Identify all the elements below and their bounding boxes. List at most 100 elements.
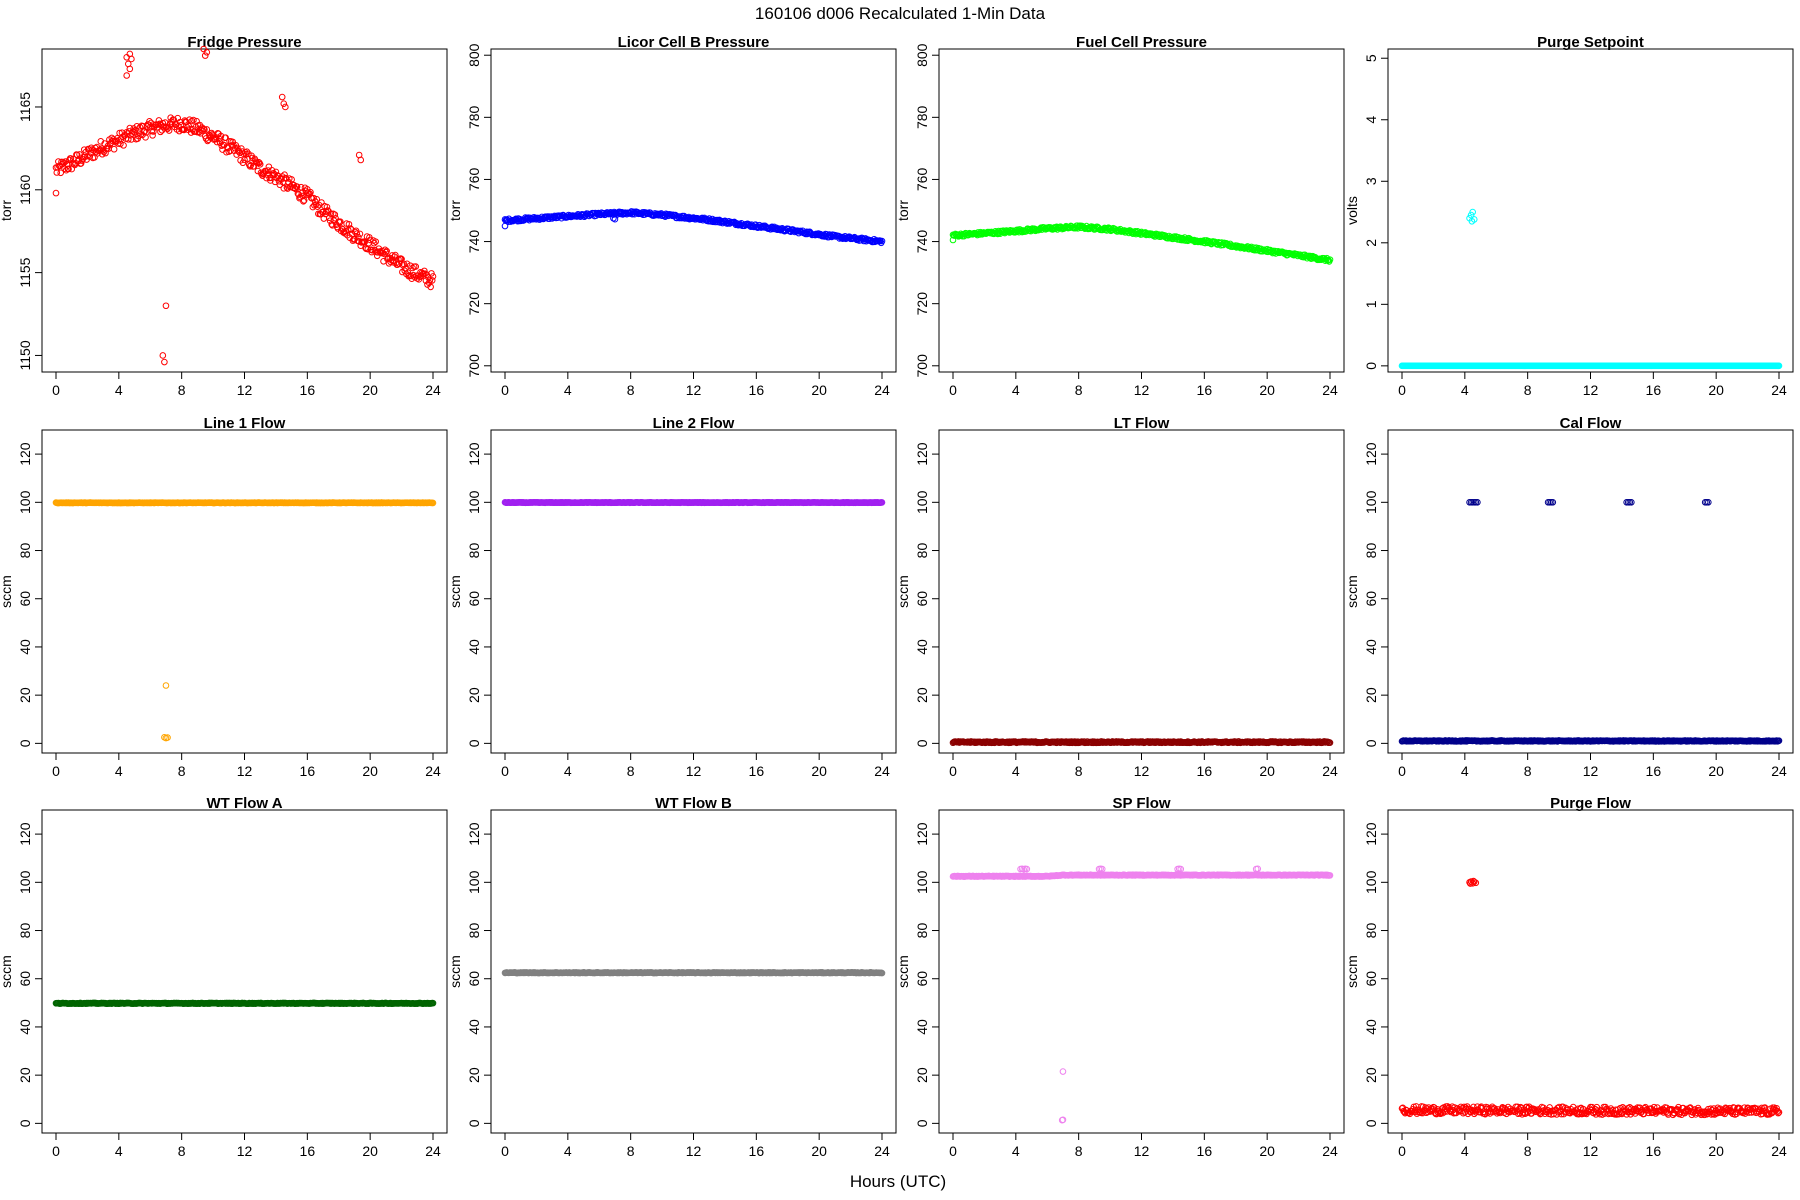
x-tick-label: 4 bbox=[1461, 763, 1469, 779]
x-tick-label: 8 bbox=[627, 1143, 635, 1159]
data-point bbox=[265, 163, 273, 171]
data-point bbox=[149, 132, 156, 139]
data-point bbox=[1099, 226, 1107, 234]
y-axis-label: sccm bbox=[895, 575, 911, 608]
data-point-outlier bbox=[203, 49, 211, 56]
series-points bbox=[1398, 208, 1783, 370]
y-tick-label: 5 bbox=[1363, 54, 1379, 62]
x-tick-label: 4 bbox=[115, 763, 123, 779]
data-point bbox=[429, 273, 437, 280]
series-points bbox=[52, 999, 437, 1007]
y-tick-label: 120 bbox=[17, 822, 33, 846]
data-point-outlier bbox=[162, 302, 170, 310]
x-tick-label: 12 bbox=[686, 763, 702, 779]
y-tick-label: 120 bbox=[466, 822, 482, 846]
x-tick-label: 12 bbox=[237, 382, 253, 398]
x-tick-label: 20 bbox=[811, 382, 827, 398]
data-point-outlier bbox=[123, 72, 130, 79]
x-tick-label: 0 bbox=[52, 1143, 60, 1159]
y-tick-label: 0 bbox=[1363, 739, 1379, 747]
data-point-outlier bbox=[278, 93, 286, 101]
x-tick-label: 24 bbox=[874, 763, 890, 779]
data-point-outlier bbox=[201, 52, 209, 59]
x-tick-label: 8 bbox=[1075, 382, 1083, 398]
data-point bbox=[345, 220, 353, 228]
y-tick-label: 100 bbox=[914, 490, 930, 514]
data-point bbox=[238, 145, 245, 152]
data-point bbox=[327, 210, 335, 218]
data-point bbox=[157, 128, 164, 136]
x-tick-label: 16 bbox=[749, 763, 765, 779]
data-point bbox=[271, 178, 279, 186]
data-point bbox=[353, 230, 361, 238]
series-points bbox=[52, 45, 437, 366]
data-point bbox=[400, 260, 408, 268]
data-point-outlier bbox=[357, 156, 365, 164]
data-point bbox=[150, 128, 157, 135]
x-tick-label: 24 bbox=[425, 763, 441, 779]
data-point-outlier bbox=[610, 214, 617, 222]
y-axis-label: torr bbox=[0, 200, 14, 221]
y-axis-label: volts bbox=[1344, 196, 1360, 225]
x-tick-label: 20 bbox=[362, 1143, 378, 1159]
data-point-outlier bbox=[126, 50, 134, 58]
x-tick-label: 12 bbox=[1134, 763, 1150, 779]
data-point-outlier bbox=[282, 103, 289, 111]
y-tick-label: 0 bbox=[914, 739, 930, 747]
data-point bbox=[203, 126, 211, 133]
y-tick-label: 100 bbox=[17, 490, 33, 514]
y-tick-label: 0 bbox=[466, 1119, 482, 1127]
x-tick-label: 12 bbox=[686, 1143, 702, 1159]
data-point bbox=[120, 142, 127, 149]
x-tick-label: 4 bbox=[564, 1143, 572, 1159]
panel-title: WT Flow A bbox=[206, 795, 282, 812]
data-point bbox=[372, 238, 379, 245]
data-point-outlier bbox=[280, 100, 288, 107]
data-point bbox=[246, 163, 254, 170]
y-tick-label: 60 bbox=[466, 971, 482, 987]
data-point bbox=[78, 157, 86, 164]
y-tick-label: 20 bbox=[466, 687, 482, 703]
x-tick-label: 4 bbox=[115, 382, 123, 398]
panel-title: Line 2 Flow bbox=[653, 415, 735, 432]
y-tick-label: 780 bbox=[914, 105, 930, 129]
x-tick-label: 0 bbox=[501, 763, 509, 779]
x-tick-label: 16 bbox=[749, 1143, 765, 1159]
x-tick-label: 20 bbox=[1259, 382, 1275, 398]
series-points bbox=[501, 969, 886, 977]
data-point bbox=[188, 117, 196, 125]
data-point bbox=[337, 218, 344, 225]
y-tick-label: 100 bbox=[466, 490, 482, 514]
data-point bbox=[65, 165, 72, 173]
series-points bbox=[1398, 499, 1783, 745]
x-tick-label: 0 bbox=[949, 763, 957, 779]
x-tick-label: 16 bbox=[1646, 382, 1662, 398]
data-point bbox=[356, 230, 364, 238]
x-tick-label: 4 bbox=[1012, 763, 1020, 779]
y-tick-label: 0 bbox=[466, 739, 482, 747]
data-point bbox=[300, 197, 308, 204]
series-points bbox=[52, 499, 437, 742]
data-point bbox=[190, 116, 197, 124]
x-tick-label: 20 bbox=[811, 763, 827, 779]
x-tick-label: 20 bbox=[811, 1143, 827, 1159]
panel-title: Licor Cell B Pressure bbox=[618, 34, 770, 51]
data-point bbox=[323, 203, 331, 211]
data-point bbox=[314, 203, 321, 210]
data-point bbox=[517, 217, 525, 225]
data-point-outlier bbox=[611, 215, 619, 223]
y-axis-label: sccm bbox=[0, 955, 14, 988]
data-point bbox=[428, 277, 436, 284]
data-point bbox=[187, 129, 195, 136]
panel-title: Purge Setpoint bbox=[1537, 34, 1644, 51]
y-tick-label: 0 bbox=[17, 1119, 33, 1127]
